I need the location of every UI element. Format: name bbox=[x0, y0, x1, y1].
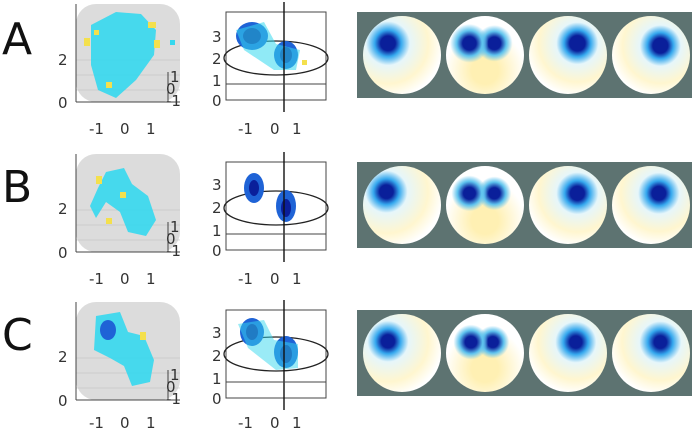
row-label: A bbox=[2, 14, 33, 65]
x-tick-label: 1 bbox=[292, 414, 302, 432]
y-tick-label: 2 bbox=[212, 199, 222, 217]
topomap bbox=[529, 314, 607, 392]
y-tick-label: 1 bbox=[212, 370, 222, 388]
topomap bbox=[529, 16, 607, 94]
x-tick-label: 0 bbox=[120, 414, 130, 432]
z-tick-label: 0 bbox=[166, 230, 176, 248]
topomap bbox=[612, 16, 690, 94]
z-tick-label: 1 bbox=[170, 366, 180, 384]
side-view-plot: 3 2 1 0 -1 0 1 bbox=[212, 152, 329, 288]
y-tick-label: 0 bbox=[58, 94, 68, 112]
source-blob bbox=[90, 168, 156, 236]
x-tick-label: -1 bbox=[238, 414, 253, 432]
z-tick-label: 1 bbox=[170, 68, 180, 86]
y-tick-label: 1 bbox=[212, 72, 222, 90]
z-tick-label: 0 bbox=[166, 80, 176, 98]
y-tick-label: 2 bbox=[58, 200, 68, 218]
ellipse-outline bbox=[223, 190, 329, 226]
side-view-plot: 3 2 1 0 -1 0 1 bbox=[212, 300, 329, 432]
x-tick-label: 0 bbox=[120, 120, 130, 138]
x-tick-label: 1 bbox=[146, 414, 156, 432]
x-tick-label: 1 bbox=[146, 270, 156, 288]
y-tick-label: 0 bbox=[212, 242, 222, 260]
topomap bbox=[446, 166, 524, 244]
topomap-strip bbox=[357, 162, 692, 248]
y-tick-label: 2 bbox=[212, 50, 222, 68]
z-tick-label: -1 bbox=[166, 242, 181, 260]
topomap bbox=[446, 16, 524, 94]
x-tick-label: 1 bbox=[146, 120, 156, 138]
side-view-plot: 3 2 1 0 -1 0 1 bbox=[212, 2, 329, 138]
x-tick-label: -1 bbox=[89, 414, 104, 432]
y-tick-label: 2 bbox=[58, 348, 68, 366]
3d-projection-plot: 2 0 -1 0 1 1 0 -1 bbox=[58, 4, 181, 138]
y-tick-label: 0 bbox=[58, 244, 68, 262]
topomap bbox=[363, 314, 441, 392]
topomap bbox=[612, 166, 690, 244]
row-label: B bbox=[2, 162, 33, 213]
topomap-strip bbox=[357, 12, 692, 98]
y-tick-label: 3 bbox=[212, 28, 222, 46]
x-tick-label: 0 bbox=[120, 270, 130, 288]
topomap bbox=[363, 16, 441, 94]
y-tick-label: 0 bbox=[212, 92, 222, 110]
topomap bbox=[363, 166, 441, 244]
row-label: C bbox=[2, 310, 33, 361]
topomap bbox=[612, 314, 690, 392]
3d-projection-plot: 2 0 -1 0 1 1 0 -1 bbox=[58, 302, 181, 432]
x-tick-label: -1 bbox=[238, 120, 253, 138]
x-tick-label: 1 bbox=[292, 270, 302, 288]
ellipse-outline bbox=[223, 40, 329, 76]
x-tick-label: 0 bbox=[270, 414, 280, 432]
source-blob bbox=[91, 12, 156, 98]
z-tick-label: -1 bbox=[166, 92, 181, 110]
z-tick-label: 0 bbox=[166, 378, 176, 396]
row-a: A 2 0 -1 0 1 1 0 -1 3 2 1 0 bbox=[0, 0, 692, 138]
row-b: B 2 0 -1 0 1 1 0 -1 3 2 1 0 -1 0 1 bbox=[0, 150, 692, 288]
3d-projection-plot: 2 0 -1 0 1 1 0 -1 bbox=[58, 154, 181, 288]
row-c: C 2 0 -1 0 1 1 0 -1 3 2 1 0 -1 0 bbox=[0, 298, 692, 432]
z-tick-label: -1 bbox=[166, 390, 181, 408]
x-tick-label: 0 bbox=[270, 270, 280, 288]
x-tick-label: -1 bbox=[238, 270, 253, 288]
x-tick-label: -1 bbox=[89, 120, 104, 138]
y-tick-label: 2 bbox=[212, 347, 222, 365]
topomap-strip bbox=[357, 310, 692, 396]
y-tick-label: 2 bbox=[58, 51, 68, 69]
x-tick-label: 0 bbox=[270, 120, 280, 138]
y-tick-label: 3 bbox=[212, 324, 222, 342]
x-tick-label: 1 bbox=[292, 120, 302, 138]
y-tick-label: 1 bbox=[212, 222, 222, 240]
topomap bbox=[446, 314, 524, 392]
y-tick-label: 3 bbox=[212, 176, 222, 194]
x-tick-label: -1 bbox=[89, 270, 104, 288]
topomap bbox=[529, 166, 607, 244]
ellipse-outline bbox=[223, 336, 329, 372]
y-tick-label: 0 bbox=[212, 390, 222, 408]
y-tick-label: 0 bbox=[58, 392, 68, 410]
z-tick-label: 1 bbox=[170, 218, 180, 236]
